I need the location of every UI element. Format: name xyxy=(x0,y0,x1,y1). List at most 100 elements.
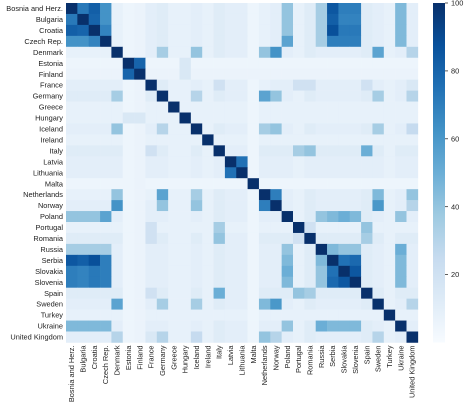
heatmap-cell xyxy=(145,24,158,37)
heatmap-cell xyxy=(66,178,78,190)
x-tick-label: Finland xyxy=(135,345,144,369)
heatmap-cell xyxy=(66,320,78,332)
heatmap-cell xyxy=(202,90,214,102)
heatmap-cell xyxy=(293,90,305,102)
heatmap-cell xyxy=(88,123,101,135)
heatmap-cell xyxy=(100,156,112,168)
heatmap-cell xyxy=(247,68,260,80)
heatmap-cell xyxy=(145,79,158,91)
heatmap-cell xyxy=(213,222,226,234)
heatmap-cell xyxy=(338,232,351,245)
heatmap-cell xyxy=(168,232,180,245)
heatmap-cell xyxy=(236,178,248,190)
heatmap-cell xyxy=(349,123,362,135)
heatmap-cell xyxy=(293,167,305,179)
heatmap-cell xyxy=(122,24,135,37)
x-tick-label: Lithuania xyxy=(237,345,246,376)
heatmap-cell xyxy=(395,265,407,278)
heatmap-cell xyxy=(100,276,112,288)
heatmap-cell xyxy=(190,265,203,278)
heatmap-cell xyxy=(372,167,385,179)
heatmap-cell xyxy=(88,167,101,179)
heatmap-cell xyxy=(270,13,282,26)
heatmap-cell xyxy=(247,79,260,91)
heatmap-cell xyxy=(168,222,180,234)
heatmap-cell xyxy=(179,222,192,234)
heatmap-cell xyxy=(247,123,260,135)
heatmap-cell xyxy=(88,309,101,321)
heatmap-cell xyxy=(179,243,192,256)
heatmap-cell xyxy=(179,46,192,59)
heatmap-cell xyxy=(224,189,237,201)
heatmap-cell xyxy=(77,79,89,91)
heatmap-cell xyxy=(236,232,248,245)
heatmap-cell xyxy=(406,243,419,256)
heatmap-cell xyxy=(202,46,214,59)
heatmap-cell xyxy=(100,79,112,91)
heatmap-cell xyxy=(122,265,135,278)
heatmap-cell xyxy=(100,331,112,343)
heatmap-cell xyxy=(88,243,101,256)
heatmap-cell xyxy=(395,309,407,321)
heatmap-cell xyxy=(66,35,78,48)
heatmap-cell xyxy=(395,24,407,37)
heatmap-cell xyxy=(327,232,339,245)
heatmap-cell xyxy=(270,287,282,299)
heatmap-cell xyxy=(315,331,328,343)
heatmap-cell xyxy=(134,167,146,179)
heatmap-cell xyxy=(315,134,328,146)
heatmap-cell xyxy=(281,189,294,201)
heatmap-cell xyxy=(202,243,214,256)
heatmap-cell xyxy=(202,254,214,267)
heatmap-cell xyxy=(100,46,112,59)
heatmap-cell xyxy=(395,189,407,201)
heatmap-cell xyxy=(100,112,112,124)
heatmap-cell xyxy=(270,101,282,113)
heatmap-cell xyxy=(372,101,385,113)
heatmap-cell xyxy=(315,222,328,234)
heatmap-cell xyxy=(122,287,135,299)
heatmap-cell xyxy=(383,68,396,80)
heatmap-cell xyxy=(406,3,419,15)
heatmap-cell xyxy=(395,200,407,212)
y-tick-label: Czech Rep. xyxy=(24,37,63,46)
heatmap-cell xyxy=(395,134,407,146)
heatmap-cell xyxy=(361,211,373,223)
heatmap-cell xyxy=(315,123,328,135)
heatmap-cell xyxy=(88,211,101,223)
heatmap-cell xyxy=(304,156,316,168)
heatmap-cell xyxy=(293,222,305,234)
heatmap-cell xyxy=(213,167,226,179)
heatmap-cell xyxy=(111,46,124,59)
heatmap-cell xyxy=(156,112,169,124)
x-tick-label: Netherlands xyxy=(260,345,269,385)
heatmap-cell xyxy=(224,254,237,267)
heatmap-cell xyxy=(406,57,419,69)
heatmap-cell xyxy=(213,90,226,102)
heatmap-cell xyxy=(88,156,101,168)
heatmap-cell xyxy=(383,320,396,332)
heatmap-cell xyxy=(372,35,385,48)
heatmap-cell xyxy=(372,156,385,168)
heatmap-cell xyxy=(236,254,248,267)
heatmap-cell xyxy=(66,134,78,146)
heatmap-cell xyxy=(122,222,135,234)
heatmap-cell xyxy=(224,35,237,48)
heatmap-cell xyxy=(258,90,271,102)
heatmap-cell xyxy=(270,156,282,168)
heatmap-cell xyxy=(145,178,158,190)
heatmap-cell xyxy=(315,287,328,299)
heatmap-cell xyxy=(349,254,362,267)
heatmap-cell xyxy=(395,211,407,223)
heatmap-cell xyxy=(168,79,180,91)
heatmap-cell xyxy=(270,145,282,157)
x-tick-label: Greece xyxy=(169,345,178,369)
heatmap-cell xyxy=(304,287,316,299)
heatmap-cell xyxy=(156,46,169,59)
heatmap-cell xyxy=(327,35,339,48)
heatmap-cell xyxy=(236,298,248,310)
heatmap-cell xyxy=(383,57,396,69)
heatmap-cell xyxy=(190,200,203,212)
heatmap-cell xyxy=(258,331,271,343)
heatmap-cell xyxy=(156,243,169,256)
